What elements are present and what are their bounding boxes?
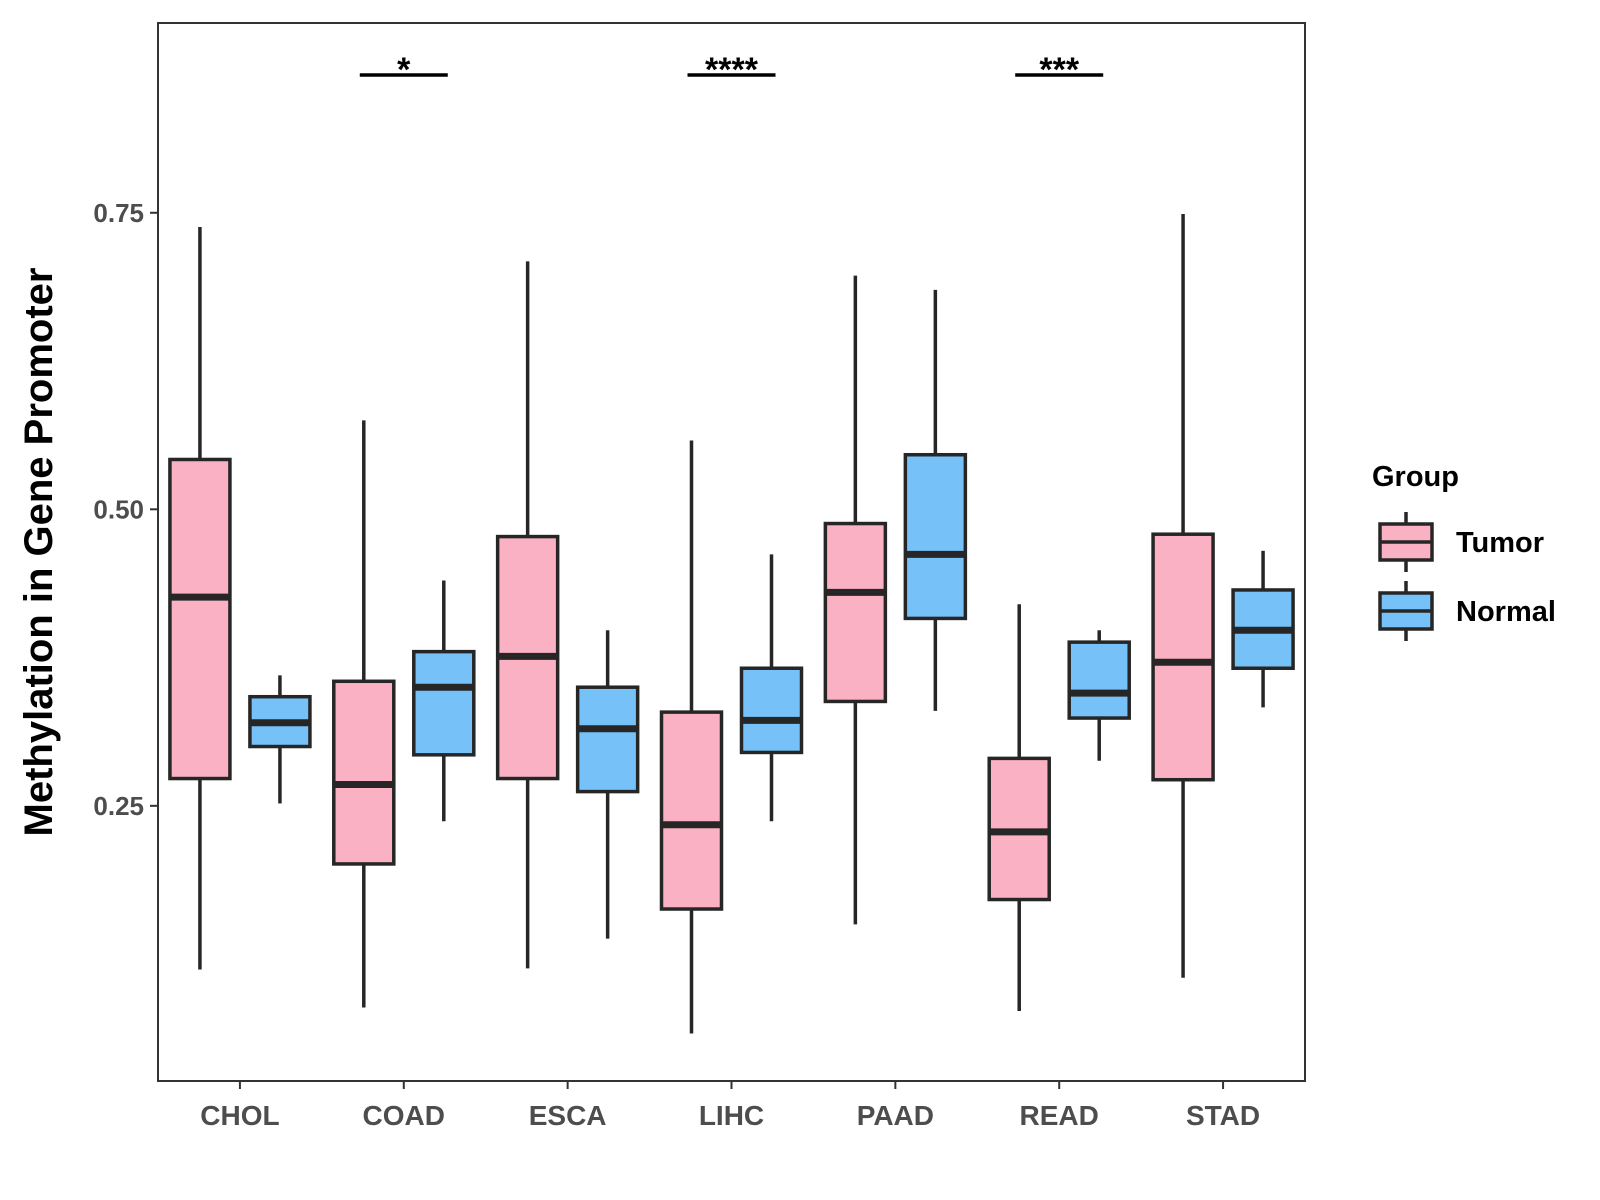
x-tick-label: READ xyxy=(1020,1100,1099,1131)
iqr-box xyxy=(412,649,476,757)
iqr-box xyxy=(739,666,804,755)
iqr-box xyxy=(168,457,232,781)
tumor-box xyxy=(823,275,888,925)
significance-label: **** xyxy=(705,51,759,89)
y-tick-label: 0.50 xyxy=(93,494,144,524)
normal-box xyxy=(412,580,476,822)
plot-layer xyxy=(168,213,1295,1034)
tumor-box xyxy=(495,261,560,969)
tumor-box xyxy=(168,227,232,970)
legend-label: Normal xyxy=(1456,596,1556,628)
legend-label: Tumor xyxy=(1456,527,1544,559)
tumor-box xyxy=(987,604,1051,1012)
x-tick-label: STAD xyxy=(1186,1100,1260,1131)
normal-box xyxy=(1231,550,1295,708)
y-axis-title: Methylation in Gene Promoter xyxy=(17,268,61,837)
normal-box xyxy=(575,630,640,939)
significance-annotations: * **** *** xyxy=(359,51,1104,89)
iqr-box xyxy=(332,679,396,866)
y-tick-label: 0.25 xyxy=(93,791,144,821)
y-axis: 0.25 0.50 0.75 xyxy=(93,198,158,821)
normal-box xyxy=(1067,630,1131,761)
normal-box xyxy=(739,554,804,822)
tumor-box xyxy=(1151,213,1215,978)
iqr-box xyxy=(1067,640,1131,720)
x-tick-label: CHOL xyxy=(200,1100,279,1131)
iqr-box xyxy=(903,452,968,621)
iqr-box xyxy=(1151,532,1215,782)
iqr-box xyxy=(575,685,640,794)
significance-label: *** xyxy=(1039,51,1079,89)
iqr-box xyxy=(823,521,888,704)
legend-title: Group xyxy=(1372,461,1459,493)
x-tick-label: PAAD xyxy=(857,1100,934,1131)
x-axis: CHOL COAD ESCA LIHC PAAD READ STAD xyxy=(200,1081,1260,1131)
iqr-box xyxy=(659,710,724,911)
normal-box xyxy=(903,289,968,711)
tumor-box xyxy=(332,420,396,1008)
x-tick-label: COAD xyxy=(363,1100,445,1131)
legend: Group Tumor Normal xyxy=(1372,461,1556,641)
x-tick-label: LIHC xyxy=(699,1100,764,1131)
normal-box xyxy=(248,675,312,804)
tumor-box xyxy=(659,440,724,1034)
x-tick-label: ESCA xyxy=(529,1100,607,1131)
y-tick-label: 0.75 xyxy=(93,198,144,228)
significance-label: * xyxy=(397,51,411,89)
